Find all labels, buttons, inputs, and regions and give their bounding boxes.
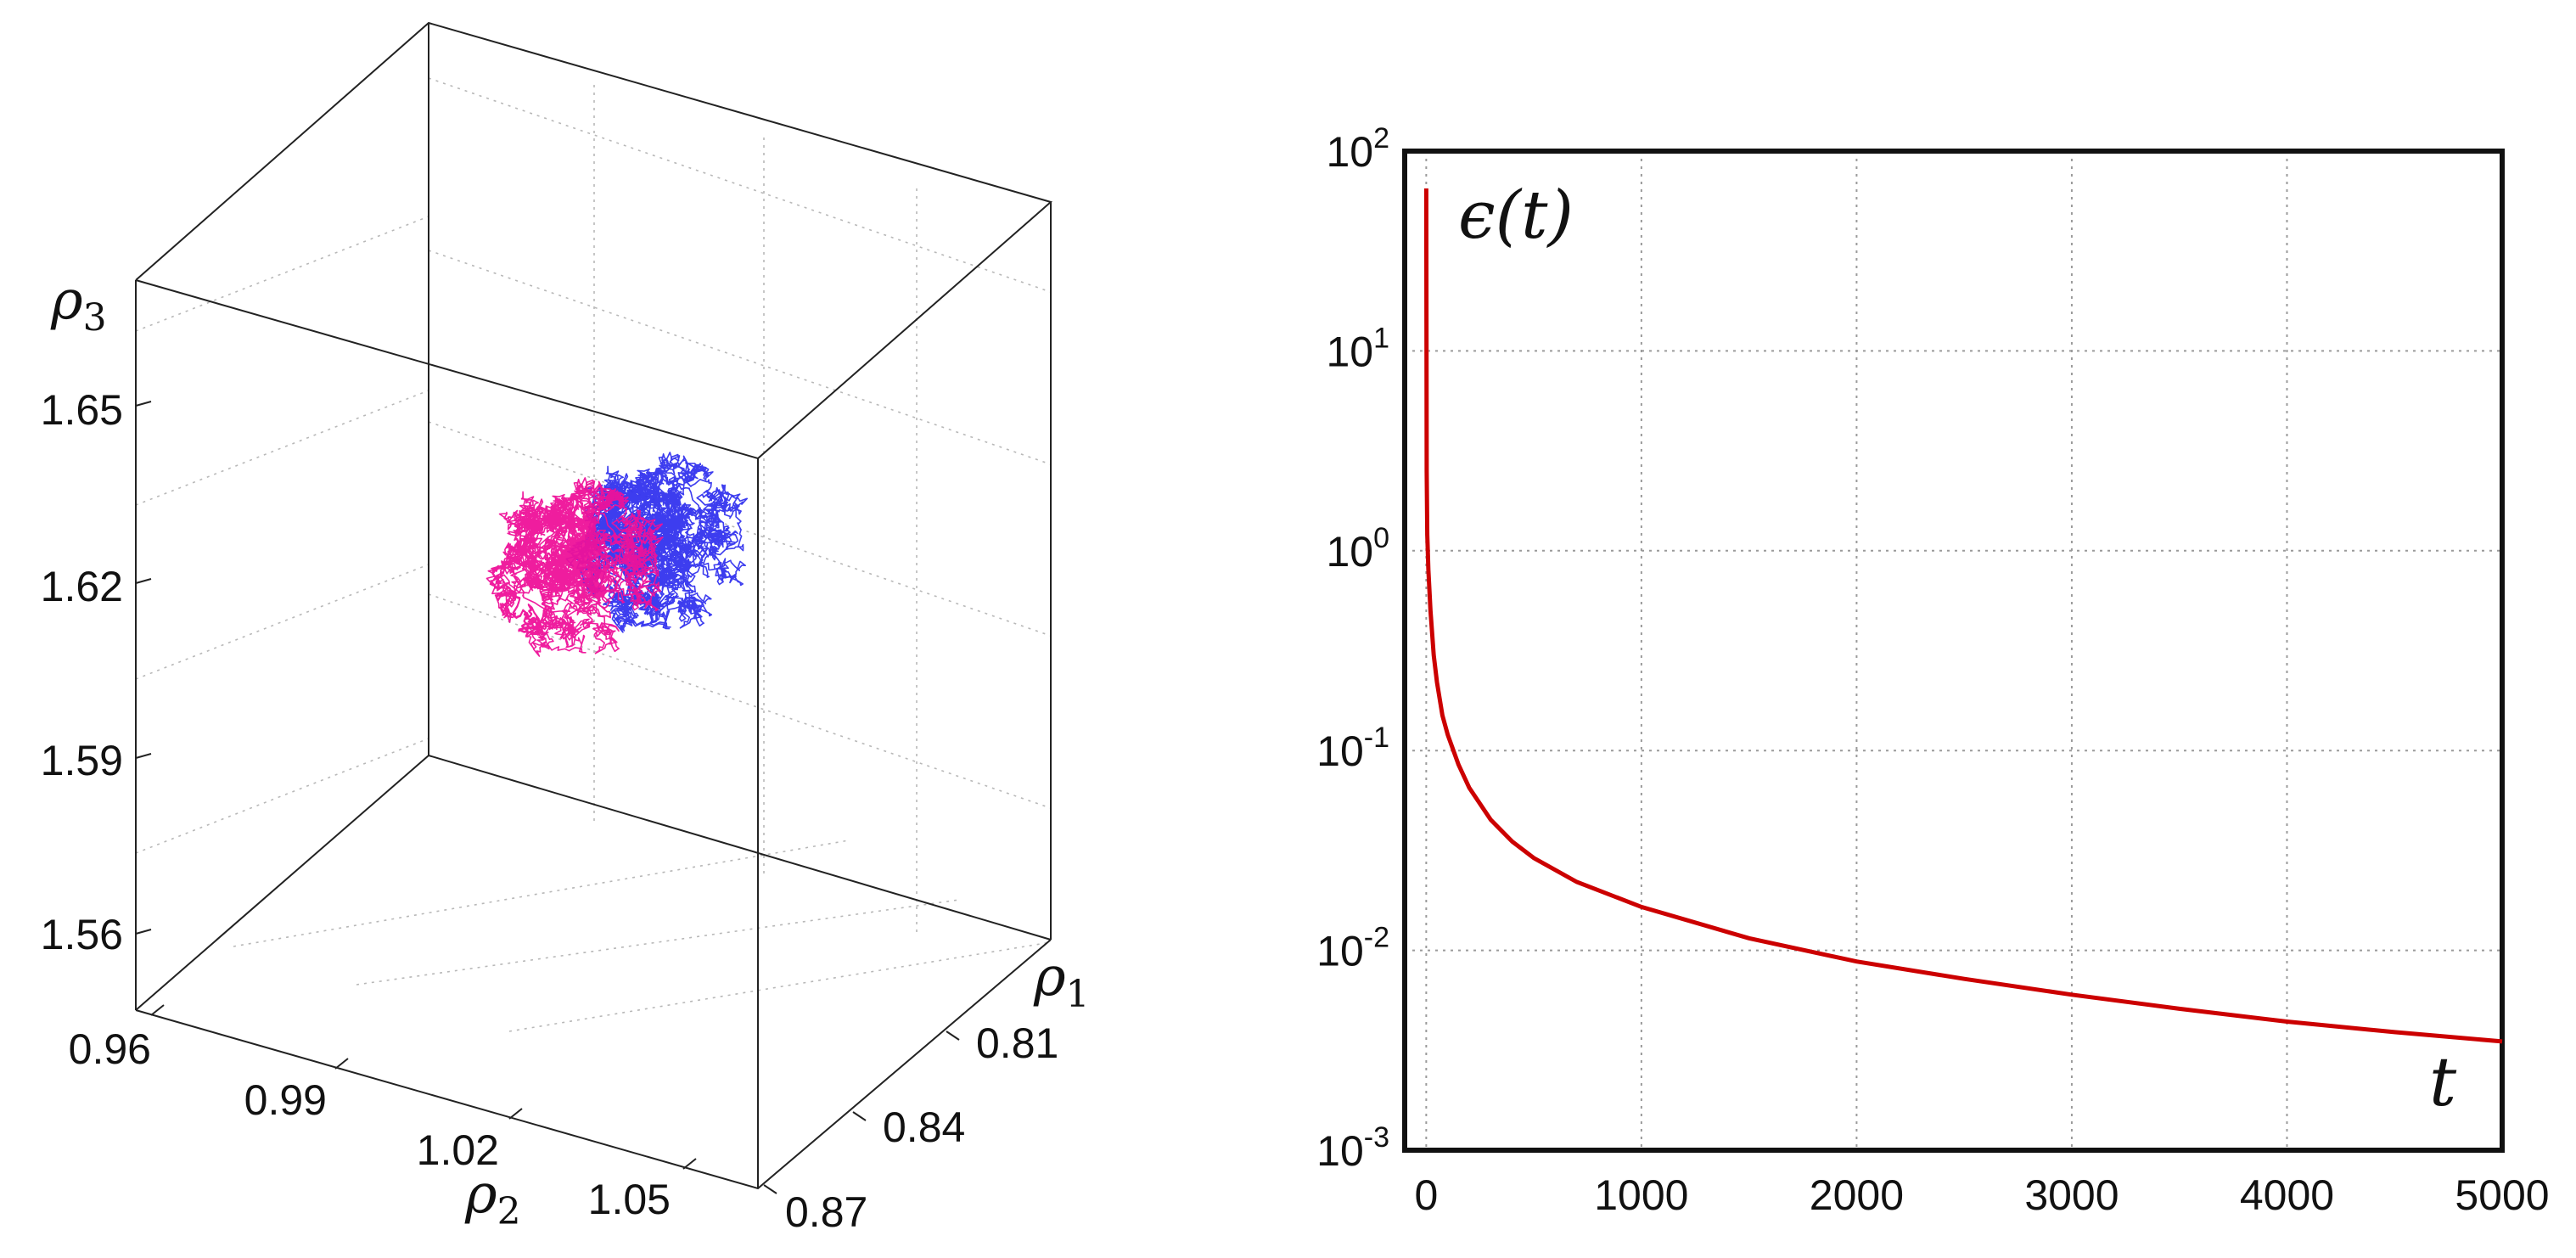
x-axis-label-subscript: 1 <box>1066 973 1090 1016</box>
x-axis-ticks: 0 1000 2000 3000 4000 5000 <box>1414 1171 2549 1219</box>
y-tick-1e-1: 10-1 <box>1316 722 1389 775</box>
z-tick-1.62: 1.62 <box>41 563 123 610</box>
x-tick-5000: 5000 <box>2455 1171 2549 1219</box>
x-tick-0: 0 <box>1414 1171 1438 1219</box>
y-axis-ticks: 102 101 100 10-1 10-2 10-3 <box>1316 122 1389 1175</box>
y-tick-1.05: 1.05 <box>588 1176 671 1223</box>
z-axis-label-subscript: 3 <box>83 296 107 340</box>
z-tick-1.59: 1.59 <box>41 737 123 784</box>
trajectory-2 <box>485 477 664 657</box>
chart-error-curve: 0 1000 2000 3000 4000 5000 10210110010-110-21… <box>1316 122 2549 1219</box>
trajectories <box>485 452 749 657</box>
bounding-box <box>135 21 1053 1190</box>
grid <box>1405 150 2503 1151</box>
y-axis-label: ρ2 <box>464 1163 521 1233</box>
y-tick-1e0: 100 <box>1326 522 1389 576</box>
y-tick-1e-2: 10-2 <box>1316 922 1389 975</box>
x-tick-4000: 4000 <box>2240 1171 2334 1219</box>
tick-marks-3d <box>135 401 960 1194</box>
x-tick-0.81: 0.81 <box>976 1019 1058 1067</box>
x-axis-label-t: t <box>2429 1042 2457 1121</box>
x-axis-label: ρ1 <box>1033 946 1090 1016</box>
x-tick-0.87: 0.87 <box>785 1188 867 1236</box>
x-tick-1000: 1000 <box>1594 1171 1688 1219</box>
z-axis-label-symbol: ρ <box>50 269 83 332</box>
y-tick-1e-3: 10-3 <box>1316 1121 1389 1175</box>
x-tick-3000: 3000 <box>2024 1171 2119 1219</box>
y-axis-label-subscript: 2 <box>497 1190 521 1233</box>
z-axis-label: ρ3 <box>50 269 107 340</box>
y-axis-label-symbol: ρ <box>464 1163 497 1226</box>
x-tick-0.84: 0.84 <box>883 1104 965 1151</box>
y-tick-1.02: 1.02 <box>417 1126 499 1174</box>
y-tick-1e2: 102 <box>1326 122 1389 176</box>
curve-label: ϵ(t) <box>1458 177 1574 254</box>
series-epsilon <box>1423 188 2503 1044</box>
back-panel-grid <box>135 77 1052 1032</box>
y-tick-0.96: 0.96 <box>69 1025 151 1073</box>
z-tick-1.65: 1.65 <box>41 386 123 434</box>
y-tick-1e1: 101 <box>1326 322 1389 375</box>
plot-frame <box>1402 149 2505 1153</box>
x-axis-label-symbol: ρ <box>1033 946 1066 1008</box>
x-tick-2000: 2000 <box>1810 1171 1904 1219</box>
chart-3d-trajectory: ρ3 1.56 1.59 1.62 1.65 0.96 0.99 1.02 1.… <box>41 21 1090 1236</box>
z-tick-1.56: 1.56 <box>41 911 123 958</box>
y-tick-0.99: 0.99 <box>244 1076 327 1124</box>
